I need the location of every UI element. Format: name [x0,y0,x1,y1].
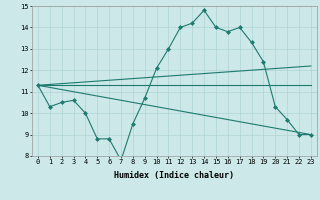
X-axis label: Humidex (Indice chaleur): Humidex (Indice chaleur) [115,171,234,180]
